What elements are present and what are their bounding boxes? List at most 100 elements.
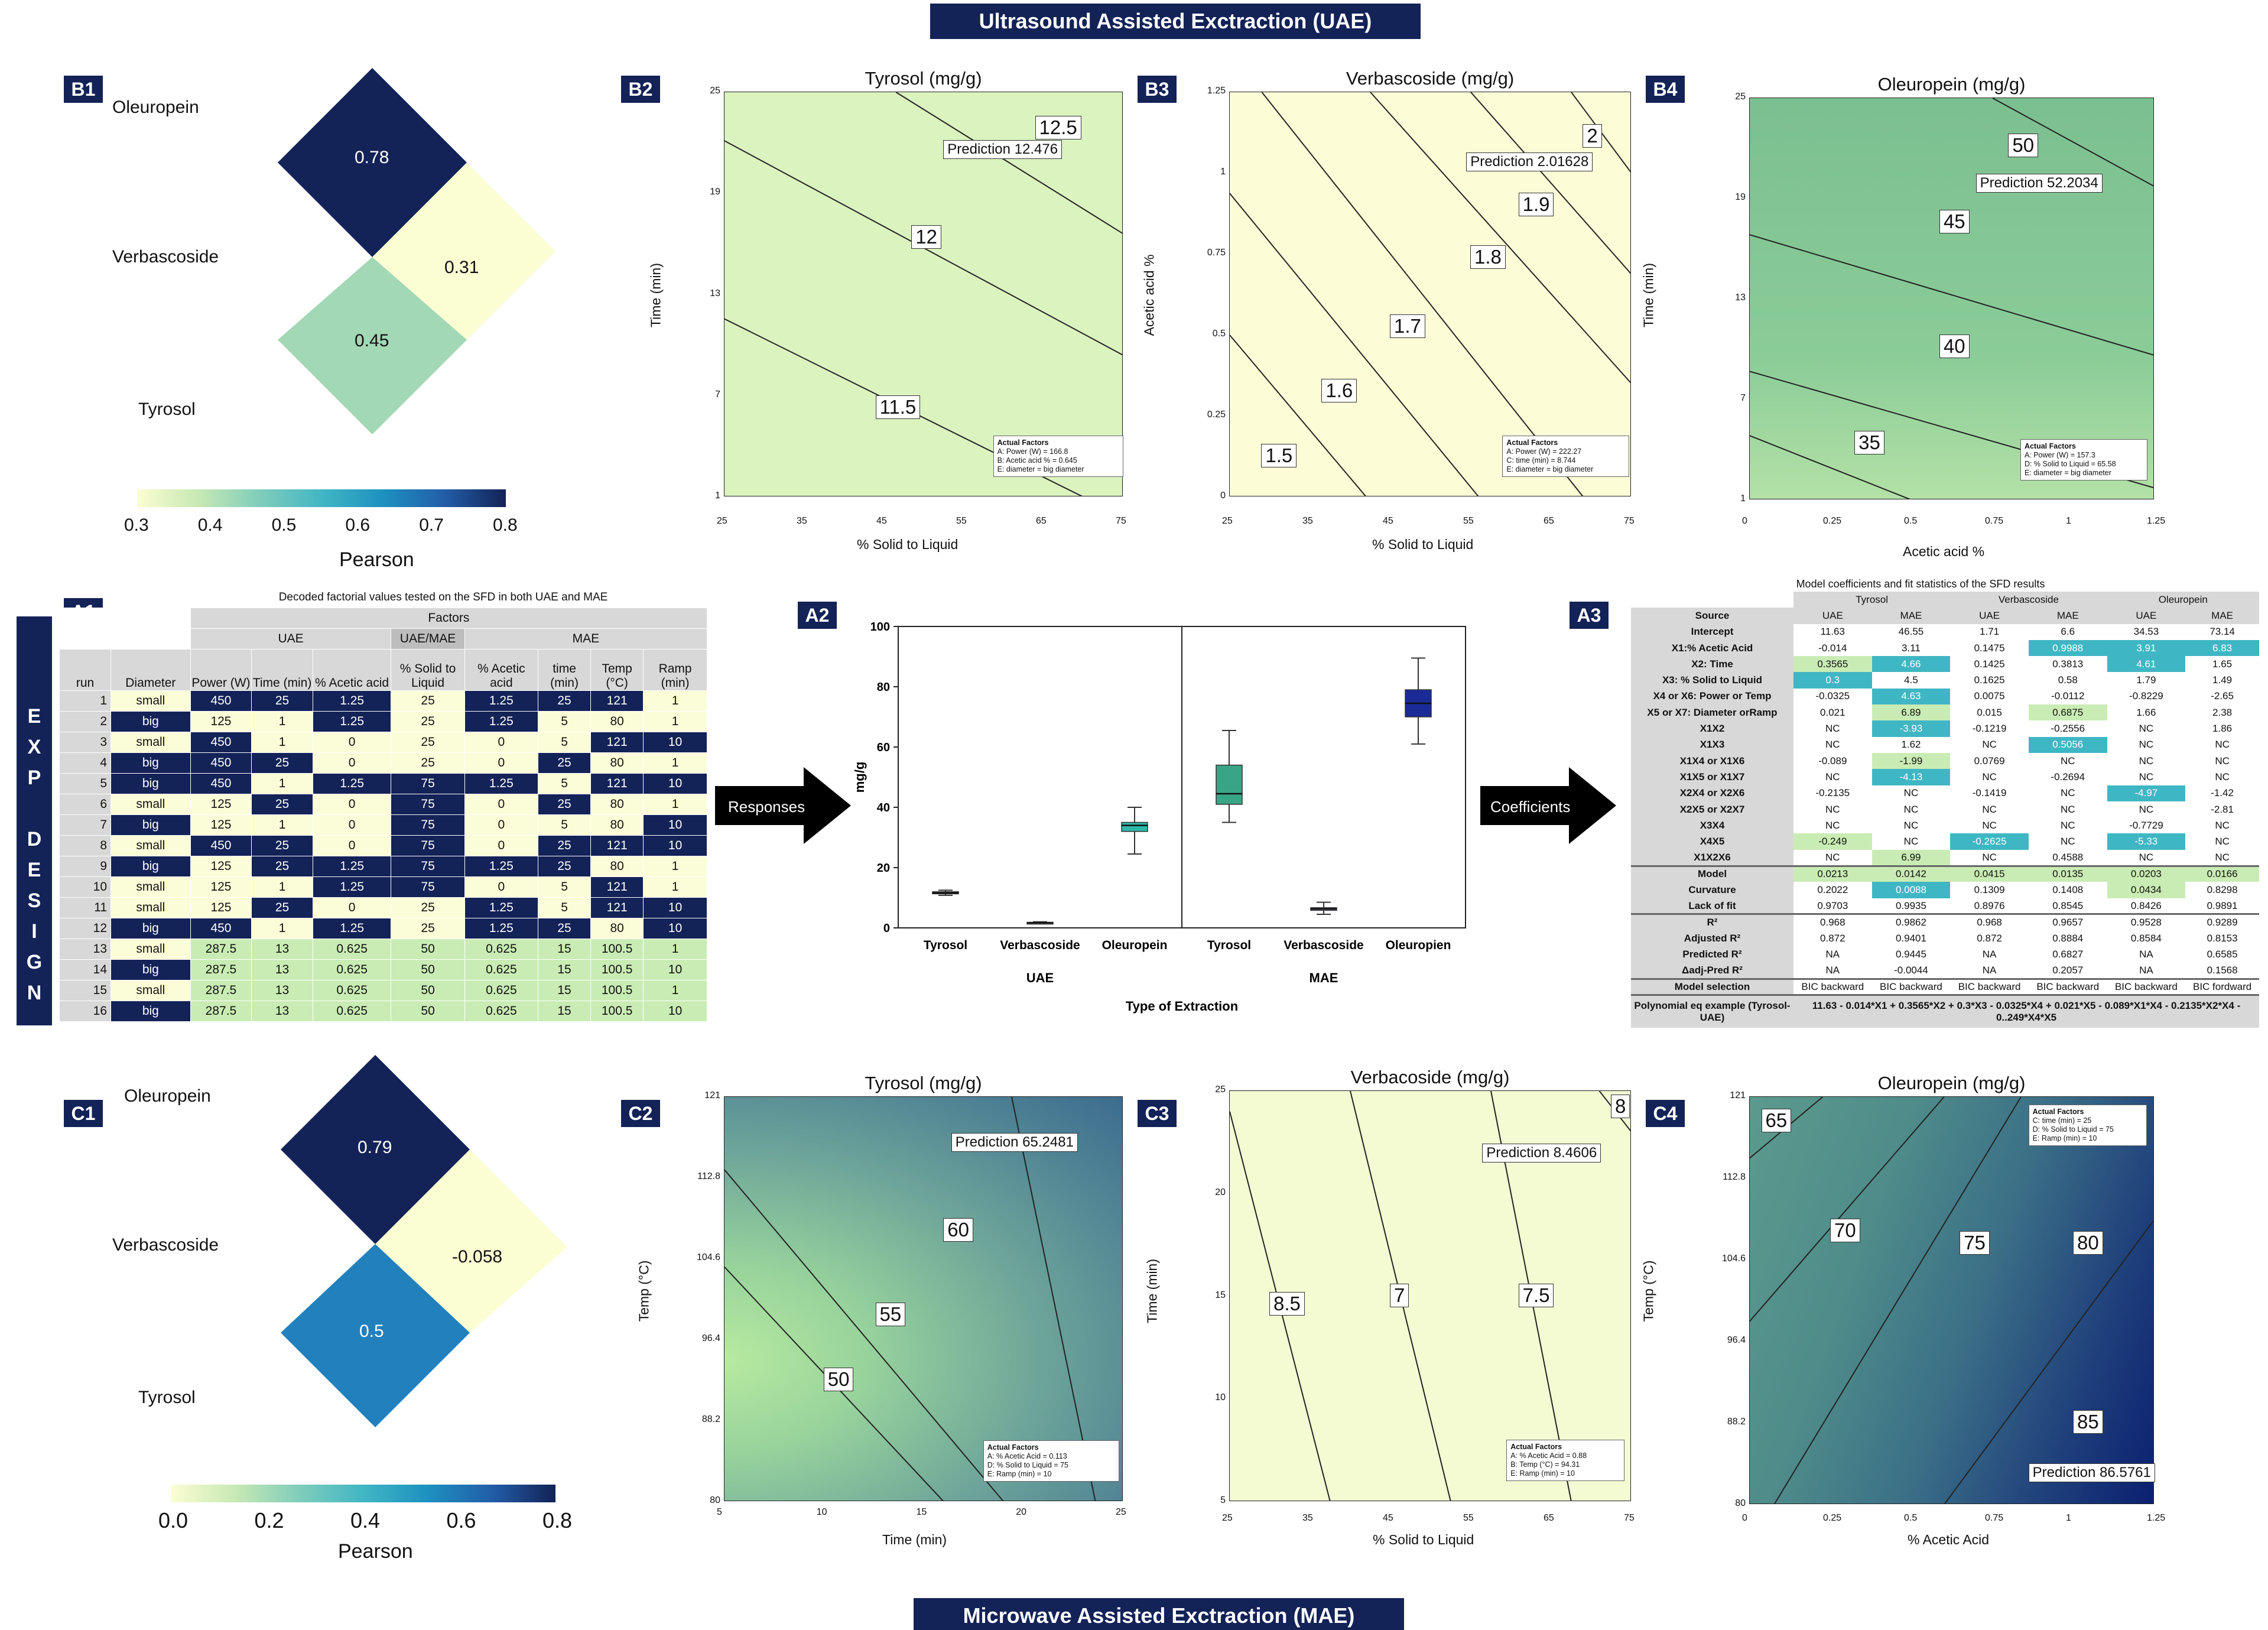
a2-boxplot: 0 20 40 60 80 100 mg/g Tyrosol Verbascoside Oleur… — [852, 621, 1466, 1014]
a3-sub-header: Source — [1631, 608, 1793, 624]
a3-poly-row: Polynomial eq example (Tyrosol-UAE) 11.63… — [1631, 993, 2259, 1028]
a1-cell: 1 — [643, 939, 707, 960]
c2-contour-label: 50 — [823, 1367, 854, 1391]
a1-cell: 1.25 — [464, 918, 539, 939]
c2-y-tick: 112.8 — [697, 1171, 720, 1181]
a3-cell: -2.81 — [2185, 801, 2259, 818]
a3-cell: X1X3 — [1631, 736, 1793, 753]
c2-contour-label: 55 — [875, 1303, 906, 1327]
a3-cell: NC — [2107, 801, 2186, 818]
a1-cell: 5 — [538, 876, 592, 898]
a1-cell: 80 — [590, 856, 644, 877]
a1-cell: 450 — [190, 690, 252, 712]
a3-cell: 0.3813 — [2028, 656, 2107, 673]
b4-prediction-flag: Prediction 52.2034 — [1975, 174, 2103, 193]
a3-cell: 1.65 — [2185, 656, 2259, 673]
a3-cell: -0.8229 — [2107, 688, 2186, 705]
a1-cell: 0 — [464, 835, 539, 856]
panel-label-c1: C1 — [64, 1100, 103, 1127]
a3-cell: NC — [1793, 849, 1872, 866]
a3-cell: 0.8426 — [2107, 898, 2186, 914]
a3-cell: 0.0135 — [2028, 865, 2107, 882]
b2-actual-factors-box: Actual Factors A: Power (W) = 166.8 B: Ace… — [993, 436, 1123, 478]
a1-cell: 25 — [538, 794, 592, 815]
a1-cell: 10 — [643, 835, 707, 856]
a1-cell: 450 — [190, 732, 252, 753]
a3-cell: NC — [2028, 785, 2107, 801]
a3-table-row: X2X5 or X2X7 NC NC NC NC NC -2.81 — [1631, 801, 2259, 818]
b4-title: Oleuropein (mg/g) — [1877, 74, 2026, 95]
b1-value-ov: 0.78 — [355, 148, 389, 167]
a1-header-factors: Factors — [190, 608, 708, 629]
a1-cell: 25 — [391, 752, 465, 774]
a3-table-row: X3: % Solid to Liquid 0.3 4.5 0.1625 0.58 1.7… — [1631, 672, 2259, 689]
a1-table-row: 6 small 125 25 0 75 0 25 80 1 — [59, 794, 707, 815]
a1-table-row: 4 big 450 25 0 25 0 25 80 1 — [59, 752, 707, 774]
a1-cell: big — [111, 856, 191, 877]
c2-x-tick: 25 — [1116, 1507, 1126, 1517]
a1-cell: 0 — [312, 897, 392, 918]
c3-contour-label: 8 — [1611, 1094, 1630, 1118]
b4-actual-factor: E: diameter = big diameter — [2024, 469, 2111, 477]
a1-cell: big — [111, 814, 191, 836]
a2-box — [1216, 764, 1243, 805]
a3-cell: Adjusted R² — [1631, 930, 1793, 947]
a3-cell: 0.0088 — [1871, 882, 1951, 898]
a3-cell: 0.4588 — [2028, 849, 2107, 866]
a3-cell: NC — [2028, 817, 2107, 834]
a3-cell: NC — [1793, 736, 1872, 753]
a1-cell: small — [111, 732, 191, 753]
b3-contour-label: 1.9 — [1518, 193, 1554, 217]
a1-cell: 4 — [59, 752, 112, 774]
a1-cell: 25 — [391, 897, 465, 918]
c4-x-tick: 0.25 — [1823, 1513, 1842, 1523]
a3-table-row: X1:% Acetic Acid -0.014 3.11 0.1475 0.9988 3.… — [1631, 639, 2259, 657]
b2-y-tick: 25 — [710, 86, 720, 96]
a1-col-header: Diameter — [111, 649, 191, 691]
a3-cell: Lack of fit — [1631, 898, 1793, 914]
b1-cell-oleuropein-tyrosol — [278, 257, 467, 434]
c3-actual-factor: A: % Acetic Acid = 0.88 — [1510, 1451, 1587, 1460]
a1-cell: 10 — [643, 1001, 707, 1022]
a1-col-header: time (min) — [538, 649, 592, 691]
a3-cell: 0.58 — [2028, 672, 2107, 689]
b4-x-tick: 0.25 — [1823, 516, 1842, 526]
a3-cell: 0.6827 — [2028, 946, 2107, 963]
a1-cell: 13 — [251, 1001, 313, 1022]
b4-actual-factors-box: Actual Factors A: Power (W) = 157.3 D: % S… — [2020, 439, 2147, 480]
a3-cell: 0.1568 — [2185, 962, 2259, 979]
a1-cell: 25 — [538, 690, 592, 712]
a3-cell: 4.5 — [1871, 672, 1951, 689]
a1-cell: 10 — [59, 876, 112, 898]
a1-cell: 100.5 — [590, 1001, 644, 1022]
c4-x-tick: 0 — [1742, 1513, 1747, 1523]
c4-y-tick: 121 — [1730, 1090, 1746, 1100]
a3-cell: NC — [2185, 817, 2259, 834]
a3-cell: 0.8298 — [2185, 882, 2259, 898]
a1-cell: 14 — [59, 959, 112, 980]
a1-cell: 287.5 — [190, 1001, 252, 1022]
a3-cell: BIC fordward — [2185, 978, 2259, 995]
b4-y-tick: 25 — [1735, 92, 1746, 102]
a3-table-row: X5 or X7: Diameter orRamp 0.021 6.89 0.015 0… — [1631, 704, 2259, 721]
a1-cell: 0.625 — [464, 939, 539, 960]
c4-actual-factors-title: Actual Factors — [2032, 1107, 2084, 1116]
a1-cell: 0 — [464, 876, 539, 898]
a1-cell: 121 — [590, 876, 644, 898]
c1-colorbar-tick: 0.4 — [350, 1508, 381, 1532]
uae-banner: Ultrasound Assisted Exctraction (UAE) — [930, 4, 1421, 39]
b1-value-ot: 0.45 — [355, 331, 389, 350]
a1-table-row: 14 big 287.5 13 0.625 50 0.625 15 100.5 10 — [59, 959, 707, 980]
c2-y-tick: 96.4 — [701, 1333, 720, 1343]
a1-cell: 10 — [643, 814, 707, 836]
a1-cell: 100.5 — [590, 959, 644, 980]
a1-cell: 25 — [391, 732, 465, 753]
b4-y-tick: 1 — [1740, 493, 1746, 504]
a1-cell: 1 — [643, 711, 707, 732]
a3-cell: -2.65 — [2185, 688, 2259, 705]
a1-table-row: 2 big 125 1 1.25 25 1.25 5 80 1 — [59, 711, 707, 732]
a1-cell: 0 — [464, 732, 539, 753]
a1-cell: 75 — [391, 835, 465, 856]
c4-actual-factor: C: time (min) = 25 — [2032, 1116, 2092, 1125]
